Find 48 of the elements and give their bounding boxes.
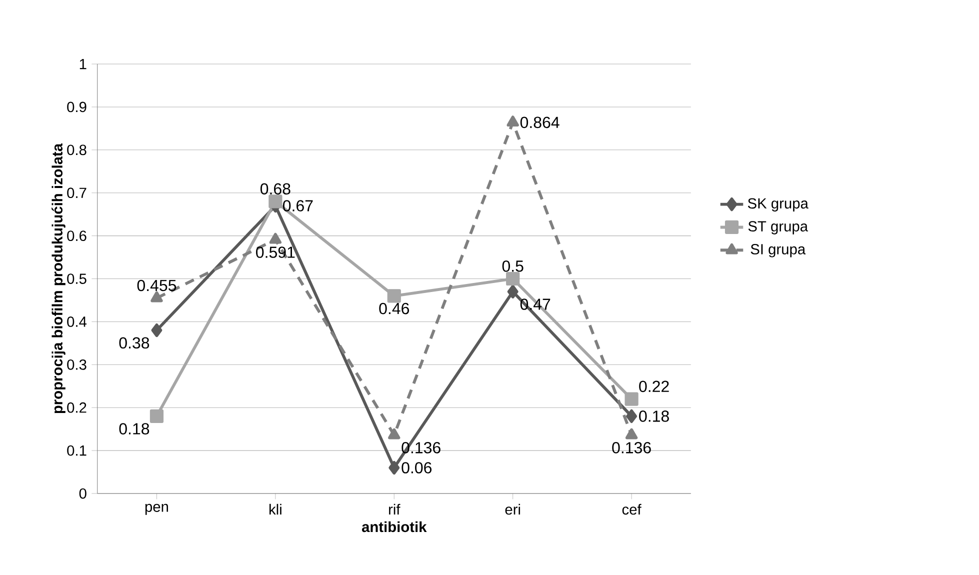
x-tick-label: eri: [505, 504, 520, 515]
data-label: 0.455: [137, 280, 176, 292]
y-axis-title: proprocija biofilm produkujućih izolata: [52, 143, 66, 414]
y-tick-label: 0: [79, 488, 86, 499]
data-label: 0.18: [119, 423, 150, 435]
point: [387, 289, 401, 303]
data-label: 0.68: [260, 183, 290, 195]
point: [506, 116, 519, 127]
point: [625, 428, 638, 440]
x-tick-label: rif: [389, 504, 400, 515]
point: [150, 291, 163, 302]
y-tick-label: 0.1: [67, 445, 86, 456]
point: [269, 232, 282, 244]
data-label: 0.5: [502, 260, 524, 272]
x-tick-label: kli: [269, 504, 282, 515]
data-label: 0.67: [282, 200, 313, 212]
point: [506, 272, 520, 286]
y-tick-label: 0.2: [67, 402, 86, 413]
y-tick-label: 0.7: [67, 188, 86, 198]
legend-label: SK grupa: [748, 198, 808, 212]
data-label: 0.864: [520, 116, 560, 128]
y-tick-label: 0.5: [67, 274, 86, 284]
data-label: 0.136: [612, 442, 651, 454]
data-label: 0.06: [402, 462, 432, 474]
x-tick-label: pen: [145, 504, 168, 515]
point: [507, 284, 518, 299]
y-tick-label: 0.9: [67, 102, 86, 112]
legend-label: ST grupa: [748, 221, 808, 234]
y-tick-label: 0.6: [67, 230, 86, 242]
data-label: 0.22: [639, 380, 669, 392]
point: [624, 392, 638, 406]
y-tick-label: 0.4: [67, 316, 87, 327]
data-label: 0.591: [256, 246, 295, 258]
point: [388, 460, 400, 475]
y-tick-label: 1: [80, 59, 86, 70]
point: [268, 194, 282, 208]
x-tick-label: cef: [622, 504, 642, 515]
point: [150, 409, 164, 424]
point: [151, 324, 162, 338]
point: [388, 428, 400, 440]
legend-label: SI grupa: [750, 244, 806, 258]
x-axis-title: antibiotik: [362, 521, 427, 532]
data-label: 0.38: [119, 337, 150, 349]
y-tick-label: 0.3: [67, 360, 86, 370]
data-label: 0.18: [639, 410, 669, 422]
point: [626, 409, 638, 424]
data-label: 0.46: [379, 302, 410, 314]
y-tick-label: 0.8: [67, 144, 86, 156]
